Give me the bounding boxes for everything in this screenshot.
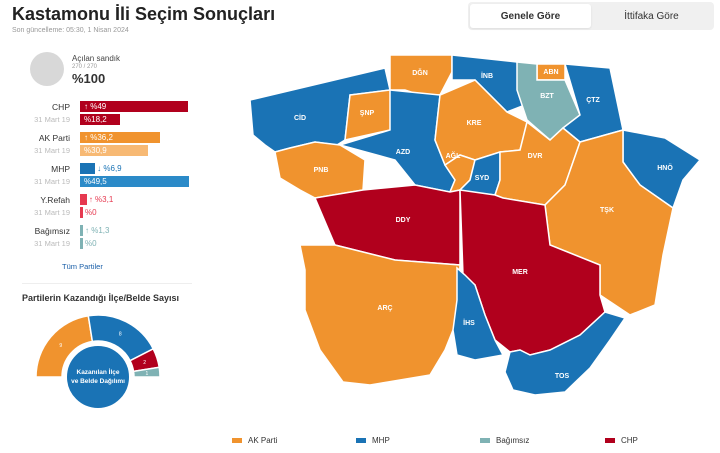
legend-label: AK Parti xyxy=(248,436,278,445)
district-label: ÇTZ xyxy=(586,97,600,104)
party-previous-value: %30,9 xyxy=(84,146,107,155)
district-map: CİD DĞN İNB ABN BZT ÇTZ ŞNP AZD KRE PNB AĞL SYD DVR H… xyxy=(249,54,702,396)
ballot-count: 270 / 270 xyxy=(72,64,98,70)
party-current-value: ↑ %49 xyxy=(84,102,107,111)
ballot-progress: Açılan sandık 270 / 270 %100 xyxy=(30,52,120,86)
party-current-value: ↑ %1,3 xyxy=(85,226,110,235)
party-current-bar: ↑ %36,2 xyxy=(80,132,160,143)
party-name: Y.Refah xyxy=(40,195,70,205)
district-tos[interactable] xyxy=(504,311,627,396)
donut-segment-value: 1 xyxy=(145,371,148,377)
legend-swatch xyxy=(356,438,366,443)
ballot-progress-circle xyxy=(30,52,64,86)
party-previous-bar: %49,5 xyxy=(80,176,189,187)
legend-label: Bağımsız xyxy=(496,436,530,445)
party-previous-value: %0 xyxy=(85,208,97,217)
district-ihs[interactable] xyxy=(452,266,505,361)
donut-segment[interactable] xyxy=(132,366,161,378)
party-previous-bar: %30,9 xyxy=(80,145,148,156)
party-row: MHP 31 Mart 19 ↓ %6,9 %49,5 xyxy=(0,163,200,189)
toggle-general-button[interactable]: Genele Göre xyxy=(470,4,591,28)
legend-label: CHP xyxy=(621,436,638,445)
donut-segment-value: 8 xyxy=(119,331,122,337)
district-label: SYD xyxy=(475,175,489,182)
donut-center-circle[interactable] xyxy=(65,344,131,410)
legend-item-akp: AK Parti xyxy=(232,436,277,445)
party-prev-label: 31 Mart 19 xyxy=(34,208,70,217)
party-current-bar: ↓ %6,9 xyxy=(80,163,122,174)
party-previous-value: %0 xyxy=(85,239,97,248)
district-label: TOS xyxy=(555,373,570,380)
legend-swatch xyxy=(232,438,242,443)
ballot-percent: %100 xyxy=(72,71,106,86)
map-legend: AK Parti MHP Bağımsız CHP xyxy=(0,436,720,450)
party-current-value: ↓ %6,9 xyxy=(97,164,122,173)
all-parties-link[interactable]: Tüm Partiler xyxy=(62,262,103,271)
district-label: MER xyxy=(512,269,528,276)
party-prev-label: 31 Mart 19 xyxy=(34,115,70,124)
legend-swatch xyxy=(605,438,615,443)
party-previous-bar: %0 xyxy=(80,207,97,218)
district-label: AĞL xyxy=(446,151,462,160)
legend-item-chp: CHP xyxy=(605,436,638,445)
toggle-alliance-button[interactable]: İttifaka Göre xyxy=(624,10,679,22)
party-current-bar: ↑ %49 xyxy=(80,101,188,112)
legend-swatch xyxy=(480,438,490,443)
party-row: Y.Refah 31 Mart 19 ↑ %3,1 %0 xyxy=(0,194,200,220)
last-updated: Son güncelleme: 05:30, 1 Nisan 2024 xyxy=(12,27,129,34)
party-prev-label: 31 Mart 19 xyxy=(34,239,70,248)
donut-center-label-line2: ve Belde Dağılımı xyxy=(71,378,125,385)
district-label: ABN xyxy=(543,69,558,76)
legend-item-independent: Bağımsız xyxy=(480,436,529,445)
party-row: AK Parti 31 Mart 19 ↑ %36,2 %30,9 xyxy=(0,132,200,158)
district-label: İNB xyxy=(481,72,493,80)
party-current-bar: ↑ %1,3 xyxy=(80,225,109,236)
wins-title: Partilerin Kazandığı İlçe/Belde Sayısı xyxy=(22,293,180,303)
district-label: TŞK xyxy=(600,207,614,214)
district-label: AZD xyxy=(396,149,410,156)
party-name: MHP xyxy=(51,164,70,174)
donut-center-label-line1: Kazanılan İlçe xyxy=(77,368,120,376)
donut-segment-value: 9 xyxy=(59,343,62,349)
page-title: Kastamonu İli Seçim Sonuçları xyxy=(12,4,276,24)
wins-donut-chart: 9 8 2 1 Kazanılan İlçe ve Belde Dağılımı xyxy=(35,314,161,410)
party-current-value: ↑ %36,2 xyxy=(84,133,113,142)
district-label: CİD xyxy=(294,114,306,122)
party-row: Bağımsız 31 Mart 19 ↑ %1,3 %0 xyxy=(0,225,200,251)
district-arc[interactable] xyxy=(299,244,461,386)
party-current-value: ↑ %3,1 xyxy=(88,195,114,204)
view-toggle: Genele Göre İttifaka Göre xyxy=(468,2,714,30)
donut-segment-value: 2 xyxy=(143,360,146,366)
district-label: İHS xyxy=(463,319,475,327)
party-previous-bar: %18,2 xyxy=(80,114,121,125)
party-row: CHP 31 Mart 19 ↑ %49 %18,2 xyxy=(0,101,200,127)
district-label: DDY xyxy=(396,217,411,224)
district-label: PNB xyxy=(314,167,329,174)
district-label: BZT xyxy=(540,93,554,100)
party-previous-value: %49,5 xyxy=(84,177,107,186)
party-name: Bağımsız xyxy=(34,226,70,236)
party-name: AK Parti xyxy=(38,133,70,143)
district-label: KRE xyxy=(467,120,482,127)
district-label: ARÇ xyxy=(377,305,392,312)
party-previous-value: %18,2 xyxy=(84,115,107,124)
party-prev-label: 31 Mart 19 xyxy=(34,177,70,186)
party-prev-label: 31 Mart 19 xyxy=(34,146,70,155)
district-label: DĞN xyxy=(412,68,428,77)
district-label: ŞNP xyxy=(360,110,375,117)
legend-item-mhp: MHP xyxy=(356,436,390,445)
district-pnb[interactable] xyxy=(274,141,366,199)
district-label: HNÖ xyxy=(657,163,673,172)
legend-label: MHP xyxy=(372,436,390,445)
ballot-label: Açılan sandık xyxy=(72,54,121,63)
party-current-bar: ↑ %3,1 xyxy=(80,194,113,205)
party-previous-bar: %0 xyxy=(80,238,97,249)
party-name: CHP xyxy=(52,102,70,112)
divider xyxy=(22,283,192,284)
district-label: DVR xyxy=(528,153,543,160)
